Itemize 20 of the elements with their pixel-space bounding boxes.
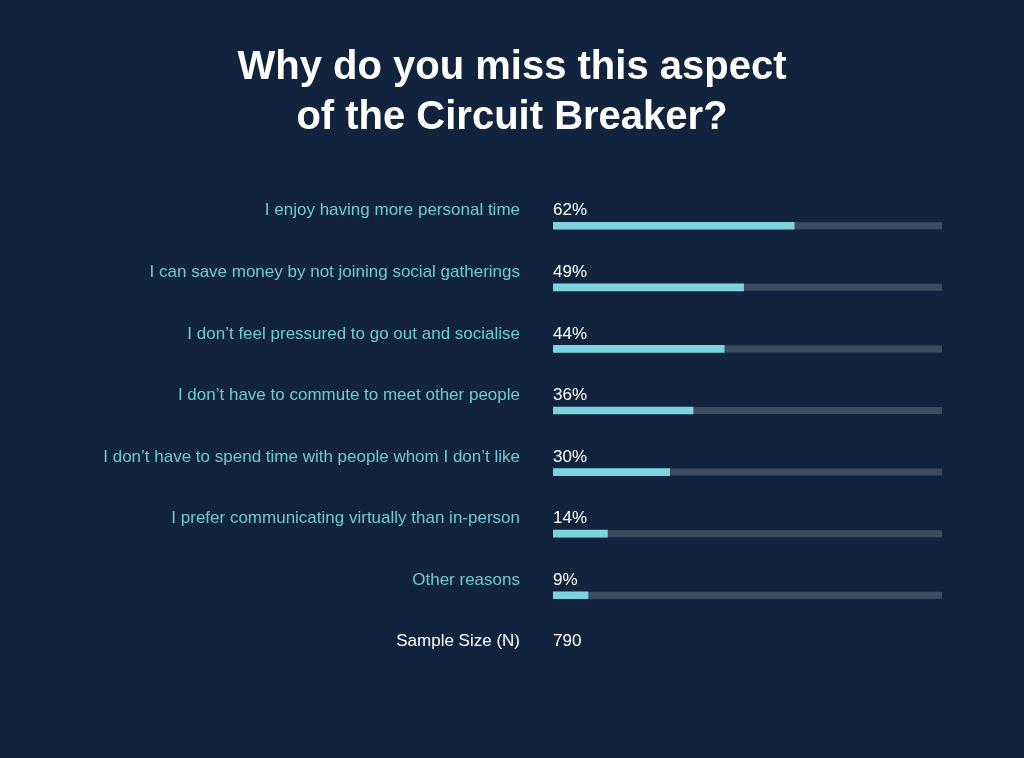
y-tick-label: I enjoy having more personal time <box>264 200 520 220</box>
y-tick-label: I can save money by not joining social gatherings <box>149 262 520 282</box>
data-label: 36% <box>553 385 588 405</box>
y-tick-label: I don’t feel pressured to go out and socialise <box>187 323 520 343</box>
chart-title: Why do you miss this aspect of the Circuit Breaker? <box>236 42 788 139</box>
data-label: 14% <box>553 508 588 528</box>
y-tick-label: I don’t have to spend time with people whom I don’t like <box>103 446 520 466</box>
y-tick-label: Other reasons <box>412 569 520 589</box>
data-label: 62% <box>553 200 588 220</box>
data-label: 49% <box>553 262 588 282</box>
data-label: 9% <box>553 569 578 589</box>
y-tick-label: I don’t have to commute to meet other people <box>177 385 520 405</box>
bar <box>553 468 671 476</box>
y-tick-label: I prefer communicating virtually than in-person <box>171 508 520 528</box>
text: Sample Size (N) <box>396 631 520 651</box>
text: 790 <box>553 631 582 651</box>
data-label: 44% <box>553 323 588 343</box>
bar <box>553 591 589 600</box>
data-label: 30% <box>553 446 588 466</box>
bar <box>553 529 608 538</box>
